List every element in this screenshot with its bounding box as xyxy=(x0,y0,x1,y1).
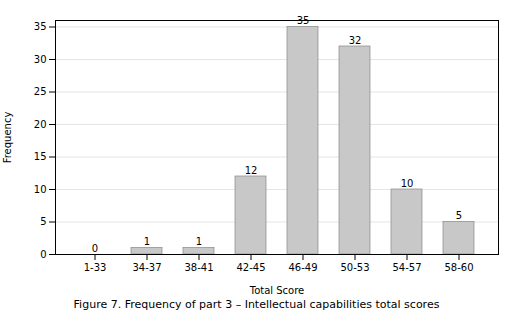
svg-text:35: 35 xyxy=(34,21,47,32)
html-text:Figure 7. Frequency of part 3: Figure 7. Frequency of part 3 – Intellec… xyxy=(73,298,440,311)
svg-text:0: 0 xyxy=(40,249,46,260)
svg-text:46-49: 46-49 xyxy=(288,262,317,273)
svg-text:1-33: 1-33 xyxy=(84,262,107,273)
svg-text:42-45: 42-45 xyxy=(236,262,265,273)
svg-text:1: 1 xyxy=(144,236,150,247)
svg-text:34-37: 34-37 xyxy=(132,262,161,273)
svg-text:Total Score: Total Score xyxy=(249,285,305,296)
svg-text:30: 30 xyxy=(34,54,47,65)
svg-text:58-60: 58-60 xyxy=(444,262,473,273)
svg-text:32: 32 xyxy=(349,35,362,46)
svg-text:35: 35 xyxy=(296,15,310,27)
svg-text:10: 10 xyxy=(34,184,47,195)
svg-text:10: 10 xyxy=(401,178,414,189)
svg-text:25: 25 xyxy=(34,86,47,97)
svg-text:20: 20 xyxy=(34,119,47,130)
svg-text:Frequency: Frequency xyxy=(2,112,13,164)
svg-text:50-53: 50-53 xyxy=(340,262,369,273)
svg-text:5: 5 xyxy=(456,210,462,221)
svg-text:38-41: 38-41 xyxy=(184,262,213,273)
svg-text:5: 5 xyxy=(40,216,46,227)
svg-text:12: 12 xyxy=(245,165,258,176)
svg-text:15: 15 xyxy=(34,151,47,162)
svg-text:1: 1 xyxy=(196,236,202,247)
svg-text:54-57: 54-57 xyxy=(392,262,421,273)
svg-text:0: 0 xyxy=(92,243,98,254)
